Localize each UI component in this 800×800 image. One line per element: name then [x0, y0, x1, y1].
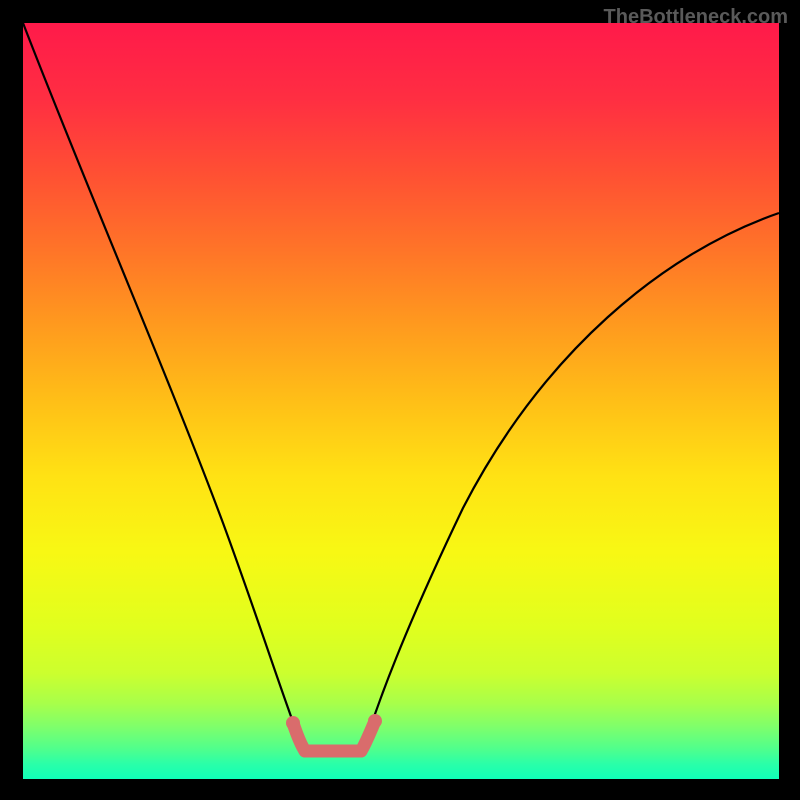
watermark-text: TheBottleneck.com: [604, 6, 788, 29]
bottleneck-curve: [23, 23, 779, 779]
bottleneck-chart: [23, 23, 779, 779]
